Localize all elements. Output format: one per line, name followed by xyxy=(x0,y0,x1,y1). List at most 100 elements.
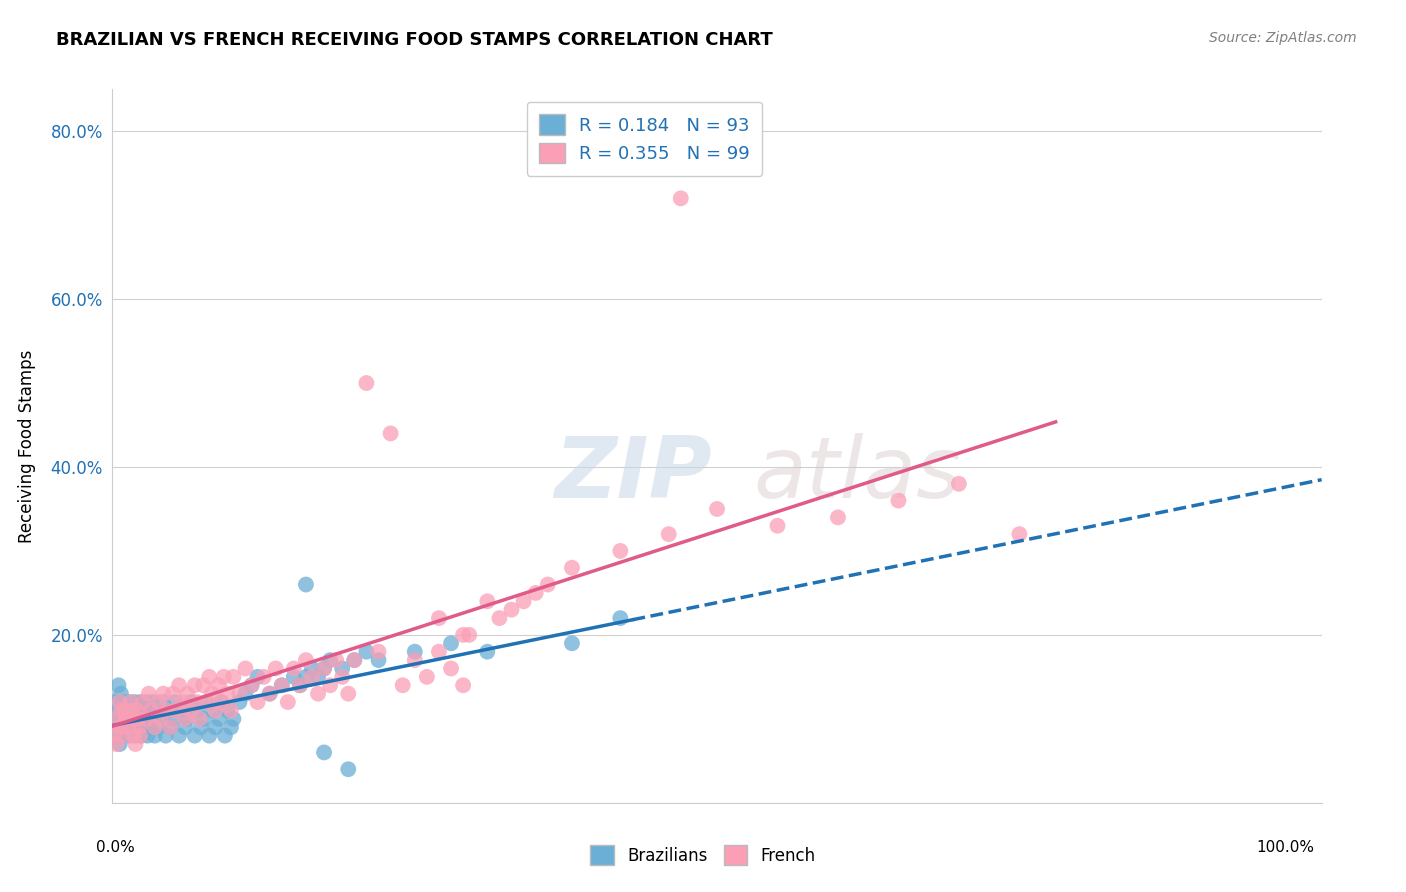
Point xyxy=(148,720,170,734)
Point xyxy=(312,746,335,760)
Point xyxy=(214,729,236,743)
Point xyxy=(122,695,145,709)
Point xyxy=(111,720,134,734)
Point xyxy=(191,712,214,726)
Point xyxy=(204,703,226,717)
Point xyxy=(887,493,910,508)
Point xyxy=(253,670,276,684)
Point xyxy=(209,695,232,709)
Point xyxy=(167,678,190,692)
Point xyxy=(440,636,463,650)
Point xyxy=(167,729,190,743)
Point xyxy=(301,661,323,675)
Point xyxy=(183,729,205,743)
Point xyxy=(105,737,128,751)
Point xyxy=(148,695,170,709)
Point xyxy=(183,678,205,692)
Point xyxy=(191,678,214,692)
Point xyxy=(451,678,474,692)
Point xyxy=(105,712,128,726)
Point xyxy=(367,645,389,659)
Point xyxy=(201,703,224,717)
Point xyxy=(356,376,378,390)
Point xyxy=(152,695,174,709)
Point xyxy=(295,653,318,667)
Point xyxy=(219,720,242,734)
Point xyxy=(212,670,235,684)
Point xyxy=(125,703,148,717)
Point xyxy=(264,661,287,675)
Point xyxy=(155,729,177,743)
Point xyxy=(295,670,318,684)
Point xyxy=(404,653,426,667)
Point xyxy=(312,661,335,675)
Point xyxy=(288,678,311,692)
Point xyxy=(451,628,474,642)
Point xyxy=(201,687,224,701)
Point xyxy=(440,661,463,675)
Point xyxy=(149,712,172,726)
Point xyxy=(107,678,129,692)
Point xyxy=(172,695,194,709)
Point xyxy=(128,720,150,734)
Point xyxy=(208,712,231,726)
Point xyxy=(138,703,160,717)
Point xyxy=(114,703,136,717)
Point xyxy=(105,712,128,726)
Point xyxy=(157,703,180,717)
Point xyxy=(136,729,159,743)
Point xyxy=(162,712,184,726)
Point xyxy=(609,544,631,558)
Point xyxy=(228,687,250,701)
Point xyxy=(114,712,136,726)
Point xyxy=(337,762,360,776)
Point xyxy=(948,476,970,491)
Point xyxy=(159,720,181,734)
Point xyxy=(198,729,221,743)
Point xyxy=(115,712,138,726)
Point xyxy=(159,720,181,734)
Point xyxy=(186,703,208,717)
Point xyxy=(501,603,523,617)
Text: Source: ZipAtlas.com: Source: ZipAtlas.com xyxy=(1209,31,1357,45)
Point xyxy=(127,720,149,734)
Point xyxy=(208,678,231,692)
Point xyxy=(561,636,583,650)
Point xyxy=(301,670,323,684)
Y-axis label: Receiving Food Stamps: Receiving Food Stamps xyxy=(18,350,37,542)
Point xyxy=(295,577,318,591)
Point xyxy=(104,695,127,709)
Point xyxy=(180,695,202,709)
Point xyxy=(117,695,139,709)
Point xyxy=(105,729,128,743)
Point xyxy=(259,687,281,701)
Point xyxy=(427,645,450,659)
Point xyxy=(240,678,263,692)
Point xyxy=(141,712,163,726)
Point xyxy=(235,661,257,675)
Point xyxy=(367,653,389,667)
Point xyxy=(288,678,311,692)
Point xyxy=(118,729,141,743)
Point xyxy=(343,653,366,667)
Point xyxy=(312,661,335,675)
Point xyxy=(307,687,329,701)
Point xyxy=(259,687,281,701)
Point xyxy=(325,653,347,667)
Point xyxy=(240,678,263,692)
Point xyxy=(270,678,292,692)
Point xyxy=(124,729,146,743)
Point xyxy=(180,703,202,717)
Text: BRAZILIAN VS FRENCH RECEIVING FOOD STAMPS CORRELATION CHART: BRAZILIAN VS FRENCH RECEIVING FOOD STAMP… xyxy=(56,31,773,49)
Point xyxy=(134,712,156,726)
Point xyxy=(427,611,450,625)
Point xyxy=(120,712,142,726)
Point xyxy=(380,426,402,441)
Point xyxy=(277,695,299,709)
Point xyxy=(537,577,560,591)
Point xyxy=(195,695,218,709)
Legend: Brazilians, French: Brazilians, French xyxy=(582,837,824,873)
Point xyxy=(319,678,342,692)
Point xyxy=(111,695,134,709)
Point xyxy=(228,695,250,709)
